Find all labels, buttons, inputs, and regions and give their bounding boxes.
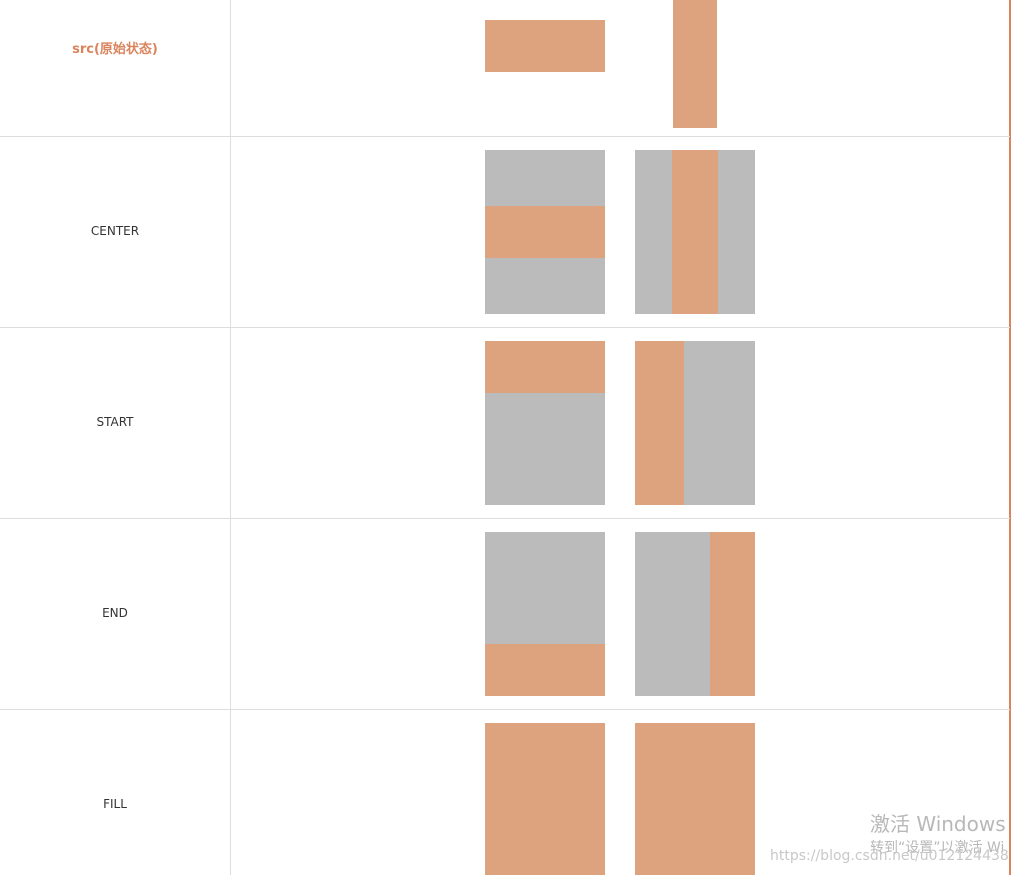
end-wide-image xyxy=(485,644,605,696)
table-right-border xyxy=(1009,0,1011,875)
row-label-start: START xyxy=(96,415,134,429)
fill-tall-image xyxy=(635,723,755,875)
center-tall-image xyxy=(672,150,718,314)
windows-activation-hint: 转到“设置”以激活 Wi xyxy=(870,840,1005,856)
src-wide-image xyxy=(485,20,605,72)
blog-url-watermark: https://blog.csdn.net/u012124438 xyxy=(770,848,1009,864)
end-tall-image xyxy=(710,532,755,696)
src-tall-image xyxy=(673,0,717,128)
row-label-fill: FILL xyxy=(103,797,127,811)
row-divider xyxy=(0,136,1010,137)
windows-activation-title: 激活 Windows xyxy=(870,812,1006,836)
row-label-center: CENTER xyxy=(90,224,140,238)
row-label-end: END xyxy=(102,606,128,620)
start-wide-image xyxy=(485,341,605,393)
fill-wide-image xyxy=(485,723,605,875)
row-divider xyxy=(0,518,1010,519)
center-wide-image xyxy=(485,206,605,258)
column-divider xyxy=(230,0,231,875)
row-divider xyxy=(0,709,1010,710)
row-label-src: src(原始状态) xyxy=(72,42,158,57)
row-divider xyxy=(0,327,1010,328)
start-tall-image xyxy=(635,341,684,505)
